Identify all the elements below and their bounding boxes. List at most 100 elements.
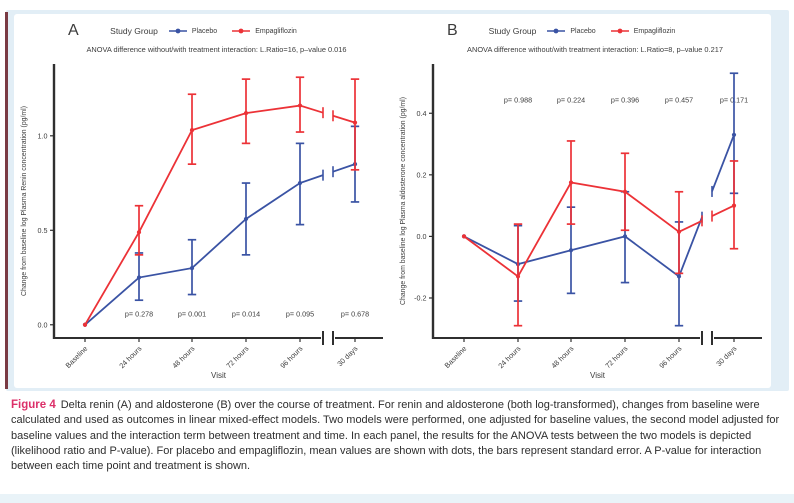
panel-b-label: B bbox=[447, 22, 458, 39]
data-point bbox=[243, 111, 249, 116]
legend-key-icon bbox=[547, 28, 566, 34]
page-bottom-band bbox=[0, 494, 794, 503]
legend-key-icon bbox=[232, 28, 251, 34]
series-line bbox=[84, 104, 324, 326]
data-point bbox=[515, 274, 521, 279]
data-point bbox=[297, 103, 303, 108]
x-axis-title: Visit bbox=[211, 371, 227, 380]
x-tick-label: 30 days bbox=[714, 344, 738, 368]
panel-a: A Study Group Placebo Empagliflozin ANOVA… bbox=[14, 14, 393, 388]
y-tick-label: 0.4 bbox=[417, 109, 427, 118]
legend-title: Study Group bbox=[110, 26, 158, 36]
legend-item-placebo: Placebo bbox=[546, 26, 596, 36]
data-point bbox=[568, 248, 574, 253]
p-value-label: p= 0.001 bbox=[178, 309, 206, 318]
p-value-label: p= 0.678 bbox=[341, 309, 369, 318]
anova-subtitle-a: ANOVA difference without/with treatment … bbox=[86, 45, 347, 54]
data-point bbox=[568, 180, 574, 185]
p-value-labels: p= 0.278 p= 0.001 p= 0.014 p= 0.095 p= 0.678 bbox=[125, 309, 369, 318]
series-line bbox=[332, 114, 356, 124]
figure-caption-text: Delta renin (A) and aldosterone (B) over… bbox=[11, 399, 780, 473]
data-point bbox=[297, 180, 303, 186]
axes bbox=[431, 64, 762, 345]
renin-chart: 0.0 0.5 1.0 Baseline 24 hours 48 hours 72 hour… bbox=[21, 64, 383, 380]
figure-caption: Figure 4 Delta renin (A) and aldosterone … bbox=[11, 398, 783, 474]
series-empagliflozin bbox=[82, 76, 360, 327]
series-line bbox=[711, 134, 735, 192]
data-point bbox=[731, 132, 737, 137]
series-line bbox=[711, 204, 735, 217]
data-point bbox=[189, 128, 195, 133]
p-value-label: p= 0.224 bbox=[557, 95, 585, 104]
legend-title: Study Group bbox=[488, 26, 537, 36]
y-tick-label: 0.0 bbox=[38, 320, 48, 329]
data-point bbox=[461, 234, 467, 239]
legend-item-empagliflozin: Empagliflozin bbox=[610, 26, 676, 36]
panel-b-legend: Study Group Placebo Empagliflozin bbox=[393, 26, 771, 36]
aldosterone-chart: -0.2 0.0 0.2 0.4 Baseline 24 hours 48 hours 72 … bbox=[400, 64, 762, 380]
left-accent-bar bbox=[5, 12, 8, 389]
x-tick-label: 72 hours bbox=[224, 344, 250, 370]
y-axis-title: Change from baseline log Plasma Renin co… bbox=[21, 106, 28, 296]
x-axis-title: Visit bbox=[590, 371, 606, 380]
x-tick-label: 30 days bbox=[335, 344, 359, 368]
x-axis-ticks: Baseline 24 hours 48 hours 72 hours 96 hours… bbox=[443, 338, 739, 370]
series-line bbox=[463, 216, 703, 278]
legend-item-label: Placebo bbox=[570, 27, 596, 35]
data-point bbox=[352, 120, 358, 125]
figure-container: A Study Group Placebo Empagliflozin ANOVA… bbox=[14, 14, 771, 388]
p-value-label: p= 0.988 bbox=[504, 95, 532, 104]
x-tick-label: 96 hours bbox=[657, 344, 683, 370]
y-tick-label: -0.2 bbox=[414, 294, 426, 303]
series-line bbox=[463, 181, 703, 278]
axes bbox=[52, 64, 383, 345]
panel-a-label: A bbox=[68, 22, 79, 39]
y-tick-label: 0.5 bbox=[38, 226, 48, 235]
panel-b: B Study Group Placebo Empagliflozin ANOVA… bbox=[393, 14, 771, 388]
data-point bbox=[189, 265, 195, 271]
series-placebo bbox=[82, 125, 360, 327]
y-axis-title: Change from baseline log Plasma aldoster… bbox=[400, 97, 407, 305]
legend-key-icon bbox=[610, 28, 629, 34]
series-line bbox=[84, 174, 324, 326]
data-point bbox=[82, 322, 88, 327]
p-value-labels: p= 0.988 p= 0.224 p= 0.396 p= 0.457 p= 0.171 bbox=[504, 95, 748, 104]
legend-item-label: Empagliflozin bbox=[255, 27, 297, 35]
y-tick-label: 1.0 bbox=[38, 131, 48, 140]
y-axis-ticks: 0.0 0.5 1.0 bbox=[38, 131, 54, 329]
panel-a-legend: Study Group Placebo Empagliflozin bbox=[14, 26, 393, 36]
x-tick-label: 72 hours bbox=[603, 344, 629, 370]
legend-key-icon bbox=[168, 28, 187, 34]
series-line bbox=[332, 163, 356, 173]
anova-subtitle-b: ANOVA difference without/with treatment … bbox=[467, 45, 723, 54]
p-value-label: p= 0.278 bbox=[125, 309, 153, 318]
y-tick-label: 0.2 bbox=[417, 170, 427, 179]
x-tick-label: Baseline bbox=[64, 344, 90, 370]
p-value-label: p= 0.396 bbox=[611, 95, 639, 104]
x-tick-label: 48 hours bbox=[170, 344, 196, 370]
x-axis-ticks: Baseline 24 hours 48 hours 72 hours 96 hours… bbox=[64, 338, 360, 370]
legend-item-placebo: Placebo bbox=[168, 26, 217, 36]
legend-items: Placebo Empagliflozin bbox=[168, 26, 297, 36]
data-point bbox=[676, 229, 682, 234]
data-point bbox=[731, 203, 737, 208]
p-value-label: p= 0.457 bbox=[665, 95, 693, 104]
x-tick-label: 96 hours bbox=[278, 344, 304, 370]
legend-item-label: Empagliflozin bbox=[633, 27, 676, 35]
data-point bbox=[622, 234, 628, 239]
x-tick-label: 24 hours bbox=[496, 344, 522, 370]
data-point bbox=[622, 189, 628, 194]
p-value-label: p= 0.014 bbox=[232, 309, 260, 318]
p-value-label: p= 0.095 bbox=[286, 309, 314, 318]
figure-caption-label: Figure 4 bbox=[11, 399, 56, 411]
y-axis-ticks: -0.2 0.0 0.2 0.4 bbox=[414, 109, 433, 303]
data-point bbox=[136, 230, 142, 235]
data-point bbox=[676, 274, 682, 279]
x-tick-label: Baseline bbox=[443, 344, 469, 370]
legend-items: Placebo Empagliflozin bbox=[546, 26, 675, 36]
data-point bbox=[243, 216, 249, 222]
y-tick-label: 0.0 bbox=[417, 232, 427, 241]
legend-item-empagliflozin: Empagliflozin bbox=[231, 26, 297, 36]
series-placebo bbox=[461, 72, 739, 327]
